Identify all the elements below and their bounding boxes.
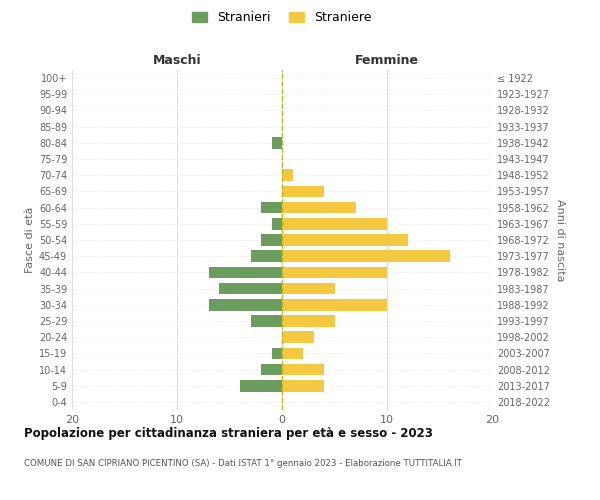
Bar (282, 234, 408, 246)
Text: COMUNE DI SAN CIPRIANO PICENTINO (SA) - Dati ISTAT 1° gennaio 2023 - Elaborazion: COMUNE DI SAN CIPRIANO PICENTINO (SA) - … (24, 459, 462, 468)
Bar (282, 202, 355, 213)
Bar (271, 348, 282, 359)
Bar (282, 218, 387, 230)
Bar (282, 332, 314, 343)
Bar (251, 315, 282, 327)
Bar (261, 364, 282, 376)
Bar (240, 380, 282, 392)
Text: Maschi: Maschi (152, 54, 202, 68)
Legend: Stranieri, Straniere: Stranieri, Straniere (187, 6, 377, 29)
Bar (282, 186, 324, 198)
Bar (209, 266, 282, 278)
Text: Femmine: Femmine (355, 54, 419, 68)
Y-axis label: Anni di nascita: Anni di nascita (556, 198, 565, 281)
Bar (271, 218, 282, 230)
Bar (282, 170, 293, 181)
Y-axis label: Fasce di età: Fasce di età (25, 207, 35, 273)
Bar (271, 137, 282, 148)
Bar (282, 266, 387, 278)
Bar (282, 282, 335, 294)
Text: Popolazione per cittadinanza straniera per età e sesso - 2023: Popolazione per cittadinanza straniera p… (24, 428, 433, 440)
Bar (282, 380, 324, 392)
Bar (282, 364, 324, 376)
Bar (282, 299, 387, 310)
Bar (209, 299, 282, 310)
Bar (261, 202, 282, 213)
Bar (282, 250, 450, 262)
Bar (251, 250, 282, 262)
Bar (219, 282, 282, 294)
Bar (261, 234, 282, 246)
Bar (282, 315, 335, 327)
Bar (282, 348, 303, 359)
